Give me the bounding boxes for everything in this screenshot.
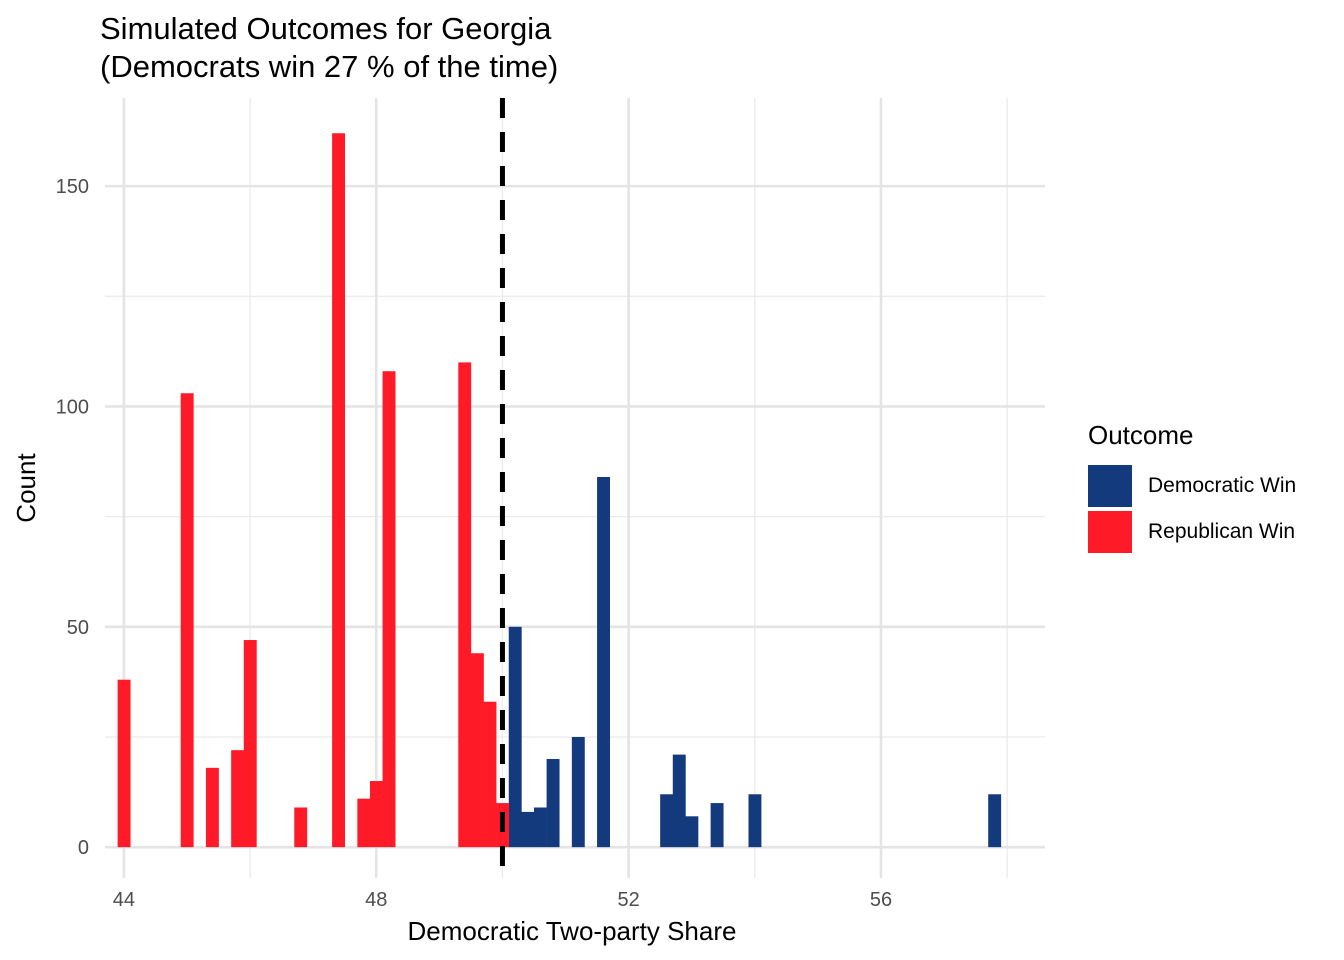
histogram-bar bbox=[180, 393, 194, 848]
histogram-bar bbox=[521, 811, 535, 848]
histogram-bar bbox=[231, 750, 245, 848]
x-tick-label: 44 bbox=[113, 889, 135, 911]
histogram-bar bbox=[458, 362, 472, 848]
histogram-bar bbox=[685, 816, 699, 848]
histogram-bar bbox=[369, 781, 383, 848]
chart-title-block: Simulated Outcomes for Georgia (Democrat… bbox=[100, 10, 558, 86]
histogram-bar bbox=[748, 794, 762, 848]
x-axis-label: Democratic Two-party Share bbox=[408, 916, 737, 946]
histogram-bar bbox=[988, 794, 1002, 848]
y-tick-label: 100 bbox=[56, 396, 89, 418]
histogram-bar bbox=[332, 133, 346, 848]
x-tick-label: 52 bbox=[617, 889, 639, 911]
histogram-bar bbox=[508, 626, 522, 848]
histogram-bar bbox=[243, 640, 257, 848]
histogram-bar bbox=[533, 807, 547, 848]
chart-subtitle: (Democrats win 27 % of the time) bbox=[100, 49, 559, 84]
histogram-bar bbox=[382, 371, 396, 848]
minor-gridlines bbox=[105, 98, 1045, 878]
histogram-bar bbox=[470, 653, 484, 848]
histogram-bar bbox=[483, 701, 497, 848]
histogram-bar bbox=[597, 476, 610, 848]
histogram-bar bbox=[571, 736, 585, 848]
legend-swatch-democratic bbox=[1088, 465, 1132, 507]
legend-item-republican-win: Republican Win bbox=[1088, 509, 1296, 555]
histogram-bar bbox=[710, 803, 724, 848]
chart-title: Simulated Outcomes for Georgia bbox=[100, 11, 552, 46]
histogram-bar bbox=[205, 767, 219, 848]
y-tick-label: 0 bbox=[78, 837, 89, 859]
legend-label: Democratic Win bbox=[1148, 474, 1297, 497]
x-tick-label: 56 bbox=[870, 889, 892, 911]
histogram-bar bbox=[117, 679, 131, 848]
y-axis-label: Count bbox=[11, 453, 41, 523]
histogram-bars bbox=[117, 133, 1002, 848]
y-tick-label: 150 bbox=[56, 176, 89, 198]
legend-item-democratic-win: Democratic Win bbox=[1088, 463, 1296, 509]
legend: Outcome Democratic Win Republican Win bbox=[1088, 420, 1296, 555]
histogram-bar bbox=[660, 794, 674, 848]
histogram-bar bbox=[546, 759, 560, 848]
histogram-bar bbox=[294, 807, 308, 848]
histogram-bar bbox=[357, 798, 371, 848]
legend-label: Republican Win bbox=[1148, 520, 1296, 543]
x-tick-label: 48 bbox=[365, 889, 387, 911]
legend-swatch-republican bbox=[1088, 511, 1132, 553]
axis-tick-labels: 44 48 52 56 0 50 100 150 bbox=[56, 176, 892, 911]
legend-title: Outcome bbox=[1088, 420, 1194, 450]
y-tick-label: 50 bbox=[67, 617, 89, 639]
histogram-bar bbox=[672, 754, 686, 848]
